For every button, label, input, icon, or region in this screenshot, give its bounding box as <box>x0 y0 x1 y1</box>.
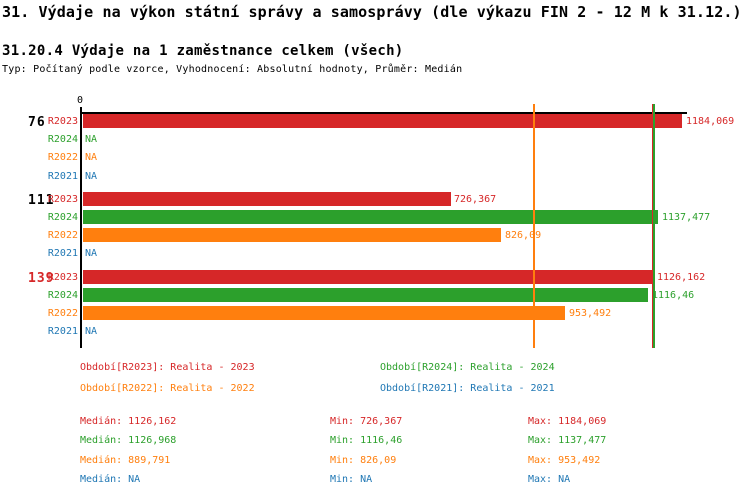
na-label: NA <box>85 170 98 182</box>
x-axis-line <box>80 112 687 114</box>
value-label: 1126,162 <box>657 271 706 283</box>
bar-R2023 <box>83 114 682 128</box>
bar-R2024 <box>83 287 648 302</box>
stat-max-R2022: Max: 953,492 <box>528 455 601 466</box>
legend-item-R2022: Období[R2022]: Realita - 2022 <box>80 383 255 394</box>
group-label: 76 <box>28 115 46 130</box>
stat-min-R2021: Min: NA <box>330 474 373 485</box>
y-axis-line <box>80 107 82 348</box>
bar-R2024 <box>83 210 659 224</box>
median-line-R2024 <box>652 104 655 348</box>
group-label: 111 <box>28 192 55 208</box>
series-label: R2021 <box>47 170 78 182</box>
series-label: R2022 <box>47 152 78 164</box>
series-label: R2022 <box>47 308 78 319</box>
stat-min-R2023: Min: 726,367 <box>330 416 403 427</box>
series-label: R2024 <box>47 289 78 301</box>
series-label: R2023 <box>47 271 78 283</box>
stat-median-R2022: Medián: 889,791 <box>80 455 171 466</box>
stat-max-R2021: Max: NA <box>528 474 571 485</box>
stat-max-R2023: Max: 1184,069 <box>528 416 607 427</box>
value-label: 1116,46 <box>652 289 695 301</box>
value-label: 1184,069 <box>686 116 735 127</box>
na-label: NA <box>85 248 98 260</box>
na-label: NA <box>85 152 98 164</box>
series-label: R2021 <box>47 248 78 260</box>
series-label: R2021 <box>47 326 78 338</box>
stat-max-R2024: Max: 1137,477 <box>528 435 607 446</box>
legend-item-R2023: Období[R2023]: Realita - 2023 <box>80 362 255 373</box>
axis-zero-label: 0 <box>76 95 84 106</box>
na-label: NA <box>85 134 98 146</box>
value-label: 826,09 <box>505 230 542 242</box>
series-label: R2024 <box>47 134 78 146</box>
value-label: 953,492 <box>569 308 612 319</box>
median-line-R2022 <box>532 104 535 348</box>
na-label: NA <box>85 326 98 338</box>
legend-item-R2021: Období[R2021]: Realita - 2021 <box>380 383 555 394</box>
value-label: 726,367 <box>454 193 497 205</box>
page-title: 31. Výdaje na výkon státní správy a samo… <box>2 3 742 21</box>
chart-meta: Typ: Počítaný podle vzorce, Vyhodnocení:… <box>2 64 463 75</box>
legend-item-R2024: Období[R2024]: Realita - 2024 <box>380 362 555 373</box>
bar-R2022 <box>83 228 501 243</box>
bar-R2023 <box>83 191 451 206</box>
bar-R2022 <box>83 306 566 320</box>
series-label: R2023 <box>47 193 78 205</box>
page-subtitle: 31.20.4 Výdaje na 1 zaměstnance celkem (… <box>2 43 404 59</box>
stat-median-R2024: Medián: 1126,968 <box>80 435 177 446</box>
stat-min-R2022: Min: 826,09 <box>330 455 397 466</box>
series-label: R2022 <box>47 230 78 242</box>
stat-median-R2023: Medián: 1126,162 <box>80 416 177 427</box>
value-label: 1137,477 <box>662 212 711 223</box>
group-label: 139 <box>28 270 55 286</box>
stat-min-R2024: Min: 1116,46 <box>330 435 403 446</box>
stat-median-R2021: Medián: NA <box>80 474 141 485</box>
series-label: R2024 <box>47 212 78 223</box>
bar-R2023 <box>83 269 653 284</box>
series-label: R2023 <box>47 116 78 127</box>
